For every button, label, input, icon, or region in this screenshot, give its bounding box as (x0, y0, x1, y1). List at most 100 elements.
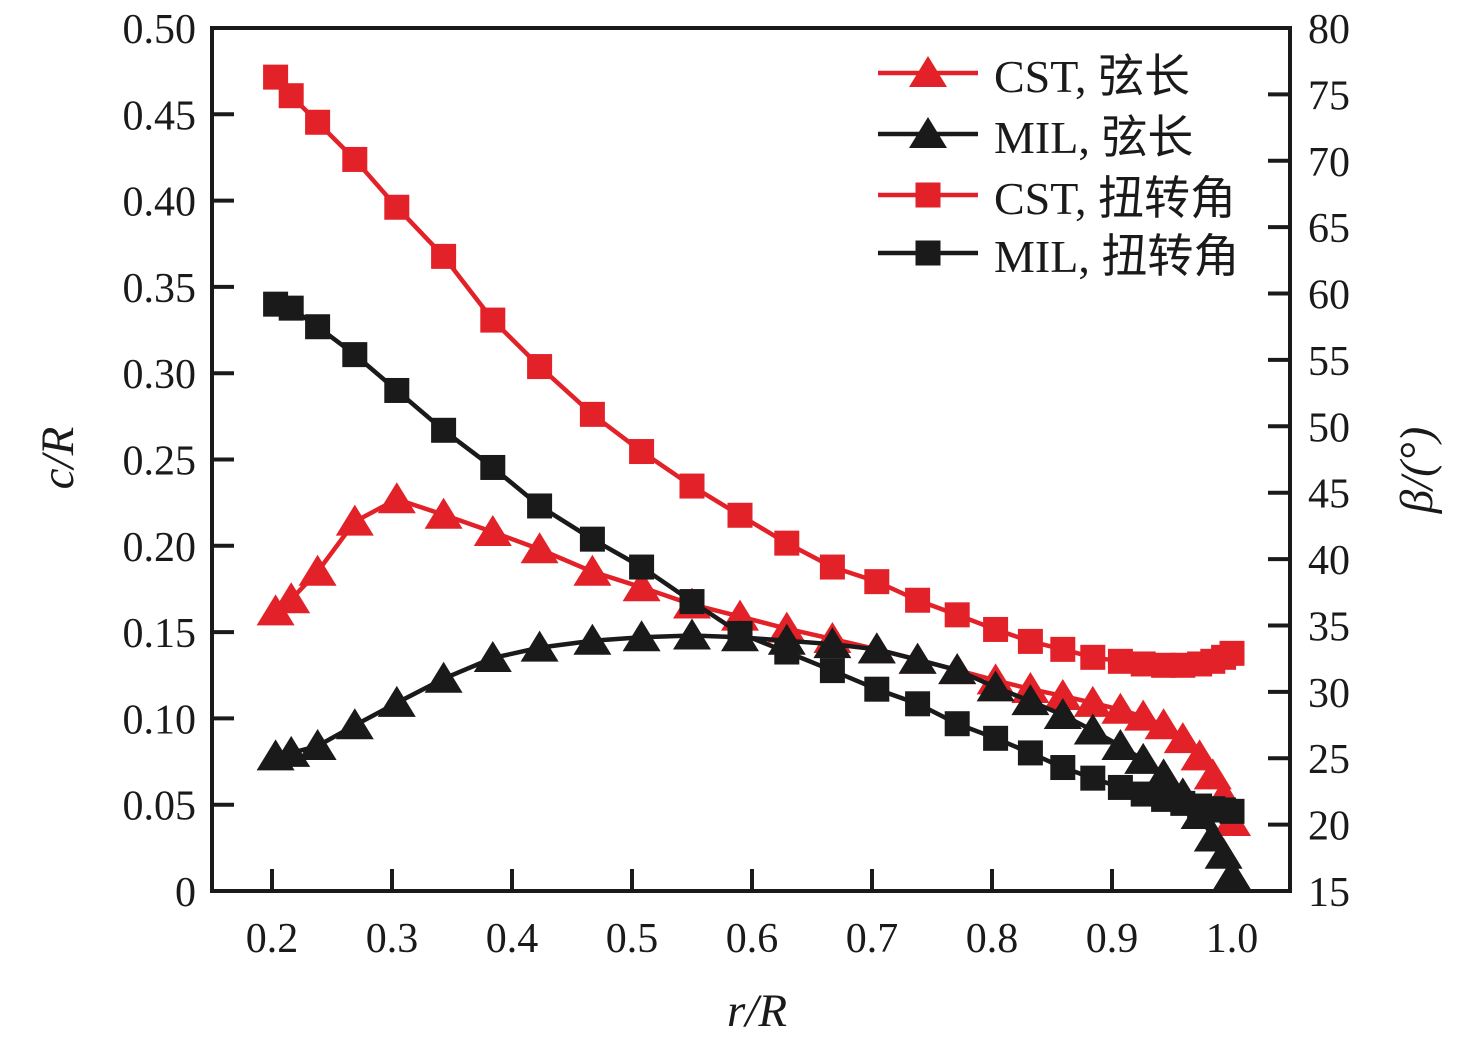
triangle-marker-icon (1180, 798, 1219, 830)
square-marker-icon (819, 554, 845, 580)
y-left-tick-label: 0.25 (123, 439, 197, 485)
y-right-tick-label: 75 (1308, 73, 1350, 119)
triangle-marker-icon (520, 532, 559, 564)
triangle-marker-icon (1073, 713, 1112, 745)
square-marker-icon (278, 83, 304, 109)
triangle-marker-icon (976, 670, 1015, 702)
triangle-marker-icon (898, 642, 937, 674)
triangle-marker-icon (721, 620, 759, 652)
triangle-marker-icon (1043, 678, 1082, 710)
y-left-tick-label: 0.40 (123, 180, 197, 226)
square-marker-icon (431, 243, 457, 269)
square-marker-icon (1017, 740, 1043, 766)
square-marker-icon (1017, 628, 1043, 654)
triangle-marker-icon (377, 685, 416, 717)
square-marker-icon (305, 109, 331, 135)
square-marker-icon (727, 502, 753, 528)
y-right-tick-label: 20 (1308, 804, 1350, 850)
triangle-marker-icon (1213, 858, 1251, 890)
triangle-marker-icon (1180, 739, 1219, 771)
y-left-tick-label: 0.20 (123, 525, 197, 571)
square-marker-icon (1050, 755, 1076, 781)
x-tick-label: 0.3 (366, 916, 419, 962)
square-marker-icon (1107, 774, 1133, 800)
square-marker-icon (305, 314, 331, 340)
square-marker-icon (774, 530, 800, 556)
triangle-marker-icon (1011, 684, 1050, 716)
y-left-tick-label: 0 (175, 870, 196, 916)
y-left-tick-label: 0.05 (123, 784, 197, 830)
square-marker-icon (944, 711, 970, 737)
square-marker-icon (480, 454, 506, 480)
triangle-marker-icon (335, 708, 374, 740)
y-left-tick-label: 0.30 (123, 352, 197, 398)
triangle-marker-icon (1101, 729, 1140, 761)
square-marker-icon (629, 439, 655, 465)
plot-frame (210, 26, 1292, 893)
x-tick-label: 0.7 (846, 916, 899, 962)
triangle-marker-icon (673, 618, 711, 650)
square-marker-icon (864, 569, 890, 595)
y-left-tick-label: 0.35 (123, 266, 197, 312)
square-marker-icon (579, 526, 605, 552)
triangle-marker-icon (473, 640, 512, 672)
triangle-marker-icon (938, 653, 977, 685)
x-tick-label: 0.8 (966, 916, 1019, 962)
triangle-marker-icon (335, 504, 374, 536)
x-tick-label: 0.5 (606, 916, 659, 962)
series-cst-twist (263, 64, 1245, 678)
series-line-cst-twist (273, 75, 1233, 668)
triangle-marker-icon (1073, 685, 1112, 717)
y-left-tick-label: 0.15 (123, 611, 197, 657)
y-left-tick-label: 0.10 (123, 697, 197, 743)
y-right-tick-label: 15 (1308, 870, 1350, 916)
y-right-tick-label: 50 (1308, 405, 1350, 451)
triangle-marker-icon (298, 729, 337, 761)
y-right-axis-title: β/(°) (1391, 426, 1443, 514)
series-mil-chord (256, 618, 1251, 890)
x-tick-label: 1.0 (1206, 916, 1259, 962)
square-marker-icon (384, 377, 410, 403)
x-tick-label: 0.6 (726, 916, 779, 962)
triangle-marker-icon (298, 554, 337, 586)
triangle-marker-icon (1144, 708, 1183, 740)
y-right-tick-label: 65 (1308, 206, 1350, 252)
x-tick-label: 0.9 (1086, 916, 1139, 962)
x-tick-label: 0.2 (246, 916, 299, 962)
y-right-tick-label: 45 (1308, 472, 1350, 518)
square-marker-icon (1219, 798, 1245, 824)
y-right-tick-label: 70 (1308, 140, 1350, 186)
triangle-marker-icon (573, 554, 612, 586)
triangle-marker-icon (622, 570, 661, 602)
square-marker-icon (431, 417, 457, 443)
triangle-marker-icon (1101, 692, 1140, 724)
triangle-marker-icon (424, 661, 463, 693)
triangle-marker-icon (1163, 722, 1202, 754)
square-marker-icon (342, 342, 368, 368)
triangle-marker-icon (767, 623, 806, 655)
triangle-marker-icon (857, 632, 896, 664)
x-tick-label: 0.4 (486, 916, 539, 962)
square-marker-icon (527, 493, 553, 519)
square-marker-icon (1050, 636, 1076, 662)
y-left-tick-label: 0.50 (123, 7, 197, 53)
y-right-tick-label: 80 (1308, 7, 1350, 53)
triangle-marker-icon (377, 482, 416, 514)
triangle-marker-icon (473, 514, 512, 546)
square-marker-icon (864, 676, 890, 702)
y-right-tick-label: 35 (1308, 604, 1350, 650)
triangle-marker-icon (1124, 699, 1163, 731)
square-marker-icon (1107, 648, 1133, 674)
square-marker-icon (342, 146, 368, 172)
square-marker-icon (944, 602, 970, 628)
triangle-marker-icon (1144, 758, 1183, 790)
square-marker-icon (905, 691, 931, 717)
y-left-axis-title: c/R (32, 426, 84, 490)
square-marker-icon (1080, 644, 1106, 670)
square-marker-icon (579, 401, 605, 427)
y-right-tick-label: 60 (1308, 273, 1350, 319)
y-right-tick-label: 30 (1308, 671, 1350, 717)
y-right-tick-label: 40 (1308, 538, 1350, 584)
